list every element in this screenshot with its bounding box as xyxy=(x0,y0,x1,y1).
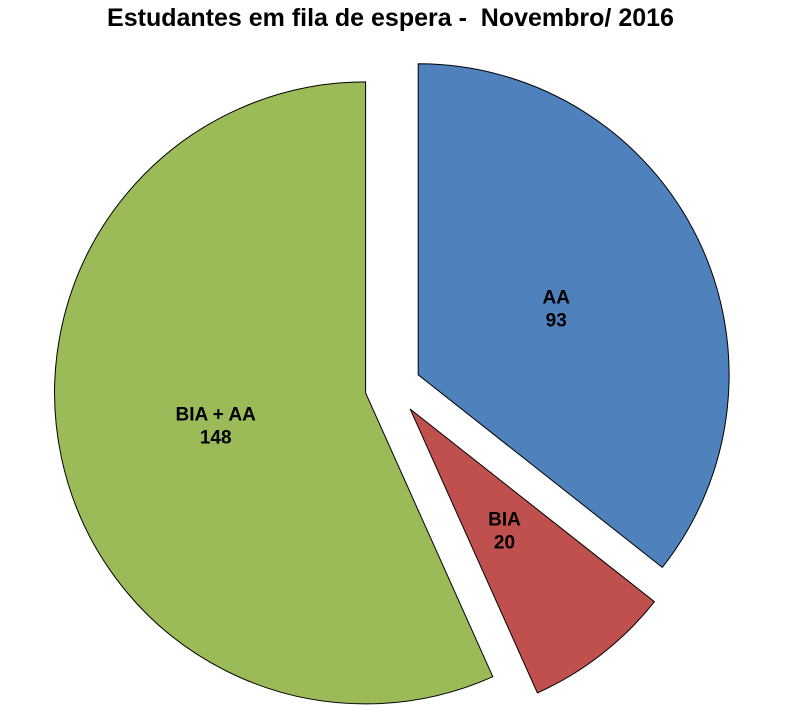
pie-slice-aa xyxy=(417,63,730,568)
pie-slice-bia-aa xyxy=(54,81,494,705)
pie-slice-label-aa: AA 93 xyxy=(542,287,570,331)
pie-slice-label-bia: BIA 20 xyxy=(488,510,521,554)
chart-title: Estudantes em fila de espera - Novembro/… xyxy=(107,4,674,32)
pie-slice-label-bia-aa: BIA + AA 148 xyxy=(175,404,256,448)
pie-slice-bia xyxy=(409,408,655,694)
